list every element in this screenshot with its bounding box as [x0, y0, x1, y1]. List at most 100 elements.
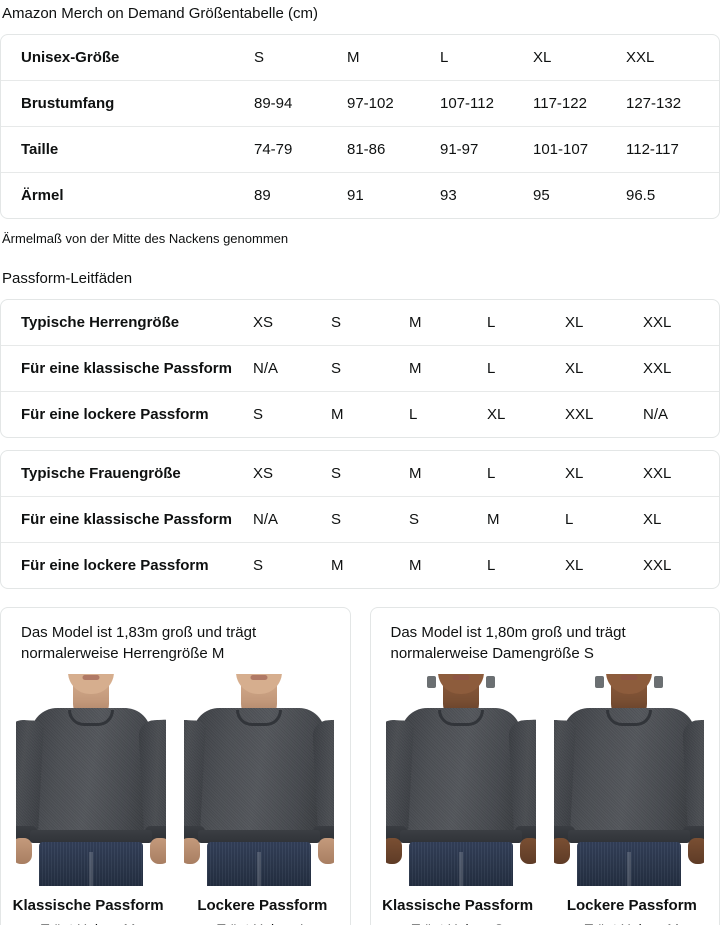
mens-classic-3: M [409, 345, 487, 392]
table-row: Brustumfang 89-94 97-102 107-112 117-122… [1, 80, 719, 127]
table-row: Für eine klassische Passform N/A S M L X… [1, 345, 719, 392]
sweatshirt-body [31, 708, 152, 842]
hand-left [184, 838, 201, 864]
table-row: Für eine lockere Passform S M L XL XXL N… [1, 391, 719, 437]
model-photo-mens-loose [184, 674, 335, 886]
earring-left-icon [594, 676, 604, 688]
hand-left [385, 838, 402, 864]
womens-typical-1: XS [253, 465, 274, 482]
jeans [408, 842, 513, 886]
sleeve-right [138, 719, 167, 837]
sleeve-measurement-note: Ärmelmaß von der Mitte des Nackens genom… [2, 231, 289, 246]
waist-m: 81-86 [347, 126, 440, 173]
female-figure-classic [385, 674, 536, 886]
sweatshirt-hem [30, 830, 153, 843]
model-card-womens-photos [371, 670, 720, 886]
mens-loose-3: L [409, 391, 487, 437]
table-row-header: Typische Herrengröße XS S M L XL XXL [1, 300, 719, 346]
mens-typical-2: S [331, 314, 342, 331]
lips [82, 675, 100, 680]
caption-title: Klassische Passform [12, 897, 164, 914]
hand-right [150, 838, 167, 864]
mens-typical-1: XS [253, 314, 274, 331]
sweatshirt-body [400, 708, 521, 842]
mens-typical-6: XXL [643, 314, 672, 331]
row-label-womens-classic-fit: Für eine klassische Passform [1, 496, 253, 543]
model-card-mens-captions: Klassische Passform Trägt Unisex M Locke… [1, 886, 350, 925]
sweatshirt-hem [198, 830, 321, 843]
womens-typical-2: S [331, 465, 342, 482]
mens-classic-1: N/A [253, 345, 331, 392]
caption-wears: Trägt Unisex M [545, 916, 719, 925]
row-label-mens-loose-fit: Für eine lockere Passform [1, 391, 253, 437]
mens-loose-5: XXL [565, 391, 643, 437]
lips [452, 675, 470, 680]
womens-classic-4: M [487, 496, 565, 543]
mens-fit-table-card: Typische Herrengröße XS S M L XL XXL Für… [0, 299, 720, 438]
womens-typical-5: XL [565, 465, 584, 482]
mens-classic-5: XL [565, 345, 643, 392]
hand-right [519, 838, 536, 864]
sweatshirt-body [193, 708, 326, 842]
model-card-womens: Das Model ist 1,80m groß und trägt norma… [369, 607, 720, 925]
hand-right [318, 838, 335, 864]
mens-classic-4: L [487, 345, 565, 392]
chest-xxl: 127-132 [626, 80, 719, 127]
size-header-xxl: XXL [626, 49, 655, 66]
table-row: Für eine klassische Passform N/A S S M L… [1, 496, 719, 543]
model-card-womens-heading: Das Model ist 1,80m groß und trägt norma… [390, 624, 626, 662]
size-header-m: M [347, 49, 360, 66]
waist-xl: 101-107 [533, 126, 626, 173]
row-label-typical-womens-size: Typische Frauengröße [21, 465, 181, 482]
sweatshirt-hem [399, 830, 522, 843]
caption-wears: Trägt Unisex L [175, 916, 349, 925]
waist-s: 74-79 [254, 126, 347, 173]
column-header-unisex-size: Unisex-Größe [21, 49, 120, 66]
caption-title: Lockere Passform [566, 897, 697, 914]
womens-typical-3: M [409, 465, 422, 482]
model-card-mens-heading: Das Model ist 1,83m groß und trägt norma… [21, 624, 257, 662]
caption-mens-loose: Lockere Passform Trägt Unisex L [175, 896, 349, 925]
measurement-table: Unisex-Größe S M L XL XXL Brustumfang 89… [1, 35, 719, 218]
chest-m: 97-102 [347, 80, 440, 127]
hand-left [553, 838, 570, 864]
womens-loose-3: M [409, 542, 487, 588]
caption-womens-loose: Lockere Passform Trägt Unisex M [545, 896, 719, 925]
model-cards-row: Das Model ist 1,83m groß und trägt norma… [0, 607, 720, 925]
earring-left-icon [426, 676, 436, 688]
male-figure-classic [16, 674, 167, 886]
size-header-xl: XL [533, 49, 552, 66]
womens-fit-table: Typische Frauengröße XS S M L XL XXL Für… [1, 451, 719, 588]
caption-title: Lockere Passform [197, 897, 328, 914]
caption-title: Klassische Passform [382, 897, 534, 914]
sleeve-l: 93 [440, 172, 533, 218]
row-label-mens-classic-fit: Für eine klassische Passform [1, 345, 253, 392]
womens-loose-6: XXL [643, 542, 719, 588]
mens-typical-4: L [487, 314, 496, 331]
womens-loose-2: M [331, 542, 409, 588]
page-title: Amazon Merch on Demand Größentabelle (cm… [2, 5, 318, 22]
earring-right-icon [485, 676, 495, 688]
chest-l: 107-112 [440, 80, 533, 127]
model-photo-womens-classic [385, 674, 536, 886]
mens-loose-2: M [331, 391, 409, 437]
measurement-table-card: Unisex-Größe S M L XL XXL Brustumfang 89… [0, 34, 720, 219]
size-header-l: L [440, 49, 449, 66]
mens-typical-3: M [409, 314, 422, 331]
jeans [576, 842, 681, 886]
caption-wears: Trägt Unisex S [371, 916, 545, 925]
womens-loose-5: XL [565, 542, 643, 588]
chin [68, 674, 115, 694]
womens-classic-3: S [409, 496, 487, 543]
model-card-womens-captions: Klassische Passform Trägt Unisex S Locke… [371, 886, 720, 925]
chest-xl: 117-122 [533, 80, 626, 127]
hand-left [16, 838, 33, 864]
womens-classic-6: XL [643, 496, 719, 543]
sweatshirt-hem [567, 830, 690, 843]
chin [437, 674, 484, 694]
table-row: Taille 74-79 81-86 91-97 101-107 112-117 [1, 126, 719, 173]
mens-fit-table: Typische Herrengröße XS S M L XL XXL Für… [1, 300, 719, 437]
lips [620, 675, 638, 680]
caption-womens-classic: Klassische Passform Trägt Unisex S [371, 896, 545, 925]
